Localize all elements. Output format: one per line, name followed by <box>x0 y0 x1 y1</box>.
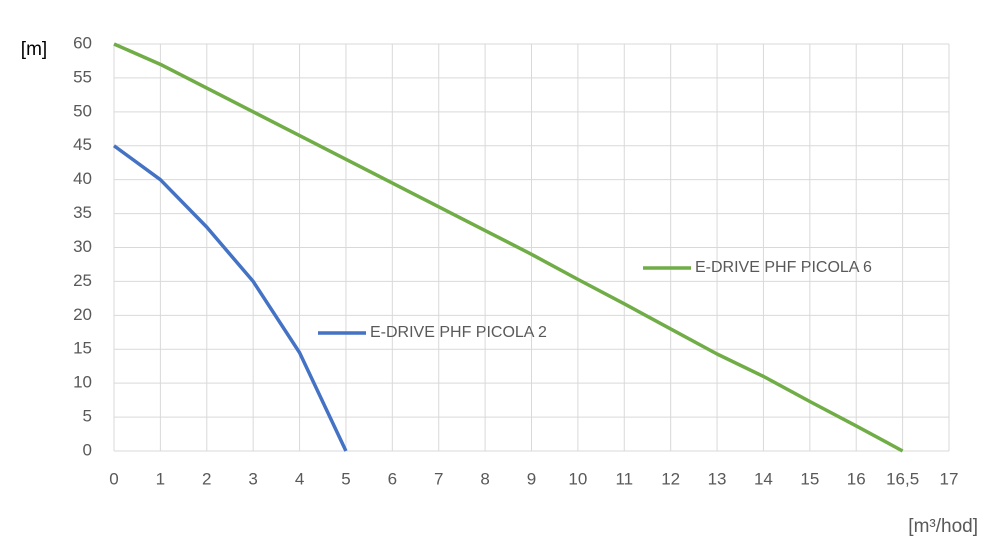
x-tick-label: 16,5 <box>886 469 919 488</box>
x-tick-label: 4 <box>295 469 304 488</box>
x-tick-label: 16 <box>847 469 866 488</box>
y-tick-label: 60 <box>73 33 92 52</box>
x-tick-label: 8 <box>480 469 489 488</box>
x-tick-label: 11 <box>615 469 633 488</box>
legend-label: E-DRIVE PHF PICOLA 6 <box>695 259 872 276</box>
x-tick-label: 14 <box>754 469 773 488</box>
x-tick-label: 1 <box>156 469 165 488</box>
x-tick-label: 12 <box>661 469 680 488</box>
y-tick-label: 50 <box>73 101 92 120</box>
y-tick-label: 35 <box>73 203 92 222</box>
y-tick-label: 40 <box>73 169 92 188</box>
x-tick-label: 6 <box>388 469 397 488</box>
line-series <box>112 144 348 452</box>
x-tick-label: 7 <box>434 469 443 488</box>
x-tick-label: 10 <box>568 469 587 488</box>
y-tick-label: 0 <box>83 440 92 459</box>
x-tick-label: 9 <box>527 469 536 488</box>
y-tick-label: 20 <box>73 305 92 324</box>
y-tick-label: 10 <box>73 373 92 392</box>
y-tick-label: 30 <box>73 237 92 256</box>
x-tick-label: 5 <box>341 469 350 488</box>
x-tick-label: 17 <box>940 469 959 488</box>
x-tick-label: 15 <box>800 469 819 488</box>
y-tick-label: 55 <box>73 67 92 86</box>
legend-label: E-DRIVE PHF PICOLA 2 <box>370 324 547 341</box>
line-series <box>113 42 904 453</box>
x-tick-label: 2 <box>202 469 211 488</box>
x-axis-label: [m³/hod] <box>908 516 978 537</box>
y-axis-label: [m] <box>21 39 47 60</box>
x-tick-label: 3 <box>248 469 257 488</box>
y-tick-label: 45 <box>73 135 92 154</box>
x-tick-label: 13 <box>708 469 727 488</box>
y-tick-label: 5 <box>83 407 92 426</box>
x-tick-label: 0 <box>109 469 118 488</box>
y-tick-label: 25 <box>73 271 92 290</box>
y-tick-label: 15 <box>73 339 92 358</box>
